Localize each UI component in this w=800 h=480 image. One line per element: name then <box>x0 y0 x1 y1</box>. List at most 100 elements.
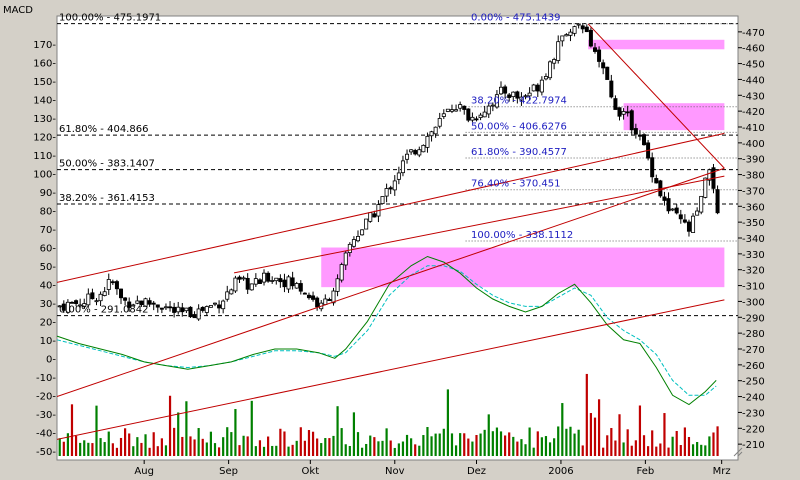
candle-body <box>135 300 140 304</box>
candle-body <box>274 277 279 282</box>
candle-body <box>588 29 593 47</box>
candle-body <box>691 215 696 233</box>
candle-body <box>494 94 499 108</box>
candle-body <box>245 277 250 290</box>
candle-body <box>654 178 659 184</box>
volume-bar <box>446 389 449 456</box>
candle-body <box>699 195 704 213</box>
candle-body <box>666 198 671 212</box>
fib-left-label-0: 100.00% - 475.1971 <box>59 13 161 24</box>
candle-body <box>360 229 365 236</box>
price-tick-label: -280 <box>742 329 765 340</box>
candle-body <box>323 298 328 305</box>
volume-bar <box>463 433 466 456</box>
candle-body <box>306 294 311 299</box>
volume-bar <box>471 441 474 456</box>
trendline-2 <box>57 299 725 440</box>
candle-body <box>409 149 414 153</box>
indicator-tick-label: 150- <box>33 77 56 88</box>
candle-body <box>196 308 201 320</box>
price-tick-label: -250 <box>742 377 765 388</box>
candle-body <box>715 189 720 214</box>
indicator-tick-label: 90- <box>40 188 57 199</box>
candle-body <box>61 303 66 311</box>
volume-bar <box>173 427 176 456</box>
volume-bar <box>267 436 270 456</box>
candle-body <box>127 301 132 308</box>
candle-body <box>364 218 369 230</box>
candle-body <box>405 153 410 160</box>
volume-bar <box>205 442 208 456</box>
candle-body <box>356 236 361 242</box>
indicator-label: MACD <box>3 5 33 16</box>
volume-bar <box>352 412 356 456</box>
candle-body <box>151 302 156 305</box>
indicator-tick-label: 130- <box>33 114 56 125</box>
candle-body <box>204 306 209 313</box>
candle-body <box>429 131 434 137</box>
candle-body <box>625 111 630 114</box>
volume-bar <box>459 433 462 456</box>
candle-body <box>388 187 393 190</box>
volume-bar <box>442 428 445 456</box>
volume-bar <box>483 429 486 456</box>
volume-bar <box>573 433 576 456</box>
volume-bar <box>140 442 143 456</box>
volume-bar <box>320 443 323 456</box>
volume-bar <box>544 436 548 456</box>
candle-body <box>249 283 254 291</box>
candle-body <box>678 214 683 220</box>
volume-bar <box>647 446 650 456</box>
indicator-tick-label: 120- <box>33 132 56 143</box>
candle-body <box>270 280 275 282</box>
plot-area[interactable] <box>56 15 739 461</box>
candle-body <box>176 306 181 313</box>
candle-body <box>78 304 83 307</box>
price-tick-label: -340 <box>742 234 765 245</box>
candle-body <box>576 23 581 26</box>
candle-body <box>458 104 463 109</box>
candle-body <box>650 157 655 178</box>
volume-bar <box>201 438 204 456</box>
price-tick-label: -430 <box>742 91 765 102</box>
volume-bar <box>700 444 703 456</box>
price-tick-label: -380 <box>742 171 765 182</box>
volume-bar <box>405 434 409 456</box>
volume-bar <box>512 436 515 456</box>
volume-bar <box>70 404 74 456</box>
candle-body <box>617 107 622 117</box>
volume-bar <box>495 427 499 456</box>
volume-bar <box>119 437 123 456</box>
candle-body <box>217 304 222 309</box>
volume-bar <box>144 434 147 456</box>
candle-body <box>433 126 438 135</box>
fib-left-label-1: 61.80% - 404.866 <box>59 124 148 135</box>
volume-bar <box>704 445 707 456</box>
candle-body <box>462 105 467 110</box>
candle-body <box>139 300 144 306</box>
candle-body <box>368 212 373 222</box>
indicator-tick-label: 20- <box>40 317 57 328</box>
volume-bar <box>532 447 535 456</box>
candle-body <box>560 35 565 42</box>
volume-bar <box>107 431 110 456</box>
volume-bar <box>103 442 106 456</box>
candle-body <box>106 279 111 290</box>
indicator-tick-label: -50- <box>36 447 56 458</box>
volume-bar <box>487 414 490 456</box>
volume-bar <box>683 427 686 456</box>
candle-body <box>163 306 168 309</box>
candle-body <box>556 41 561 61</box>
candle-body <box>548 61 553 79</box>
candle-body <box>221 300 226 310</box>
candle-body <box>110 281 115 284</box>
candle-body <box>311 295 316 300</box>
zone-0 <box>321 247 725 288</box>
volume-bar <box>58 438 61 456</box>
price-tick-label: -420 <box>742 107 765 118</box>
x-tick-label: Okt <box>302 466 320 477</box>
volume-bar <box>340 428 343 456</box>
candle-body <box>119 288 124 299</box>
candle-body <box>200 306 205 311</box>
volume-bar <box>316 438 319 456</box>
